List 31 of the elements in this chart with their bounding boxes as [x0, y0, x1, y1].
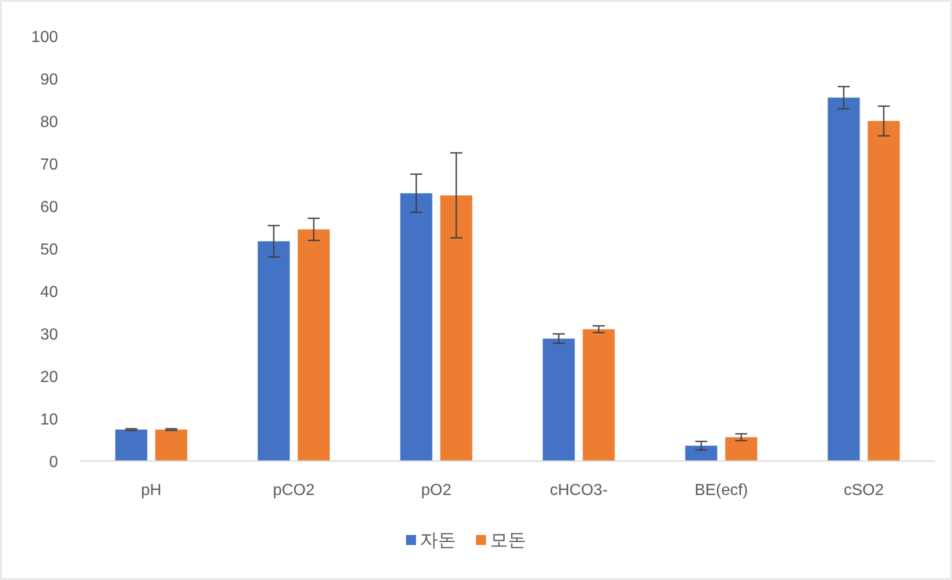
- bar: [828, 98, 860, 461]
- x-tick-label: cSO2: [844, 482, 884, 499]
- y-tick-label: 70: [40, 156, 58, 174]
- bar: [155, 430, 188, 461]
- bar: [582, 329, 615, 461]
- legend-label: 모돈: [490, 530, 526, 550]
- legend-label: 자돈: [420, 530, 456, 550]
- y-tick-label: 0: [49, 454, 58, 471]
- y-tick-label: 90: [40, 72, 58, 88]
- bar: [400, 193, 432, 461]
- y-tick-label: 50: [40, 242, 58, 258]
- y-tick-label: 60: [40, 199, 58, 216]
- bar: [868, 121, 900, 461]
- bar: [440, 195, 472, 461]
- y-tick-label: 10: [40, 412, 58, 428]
- bar: [725, 437, 758, 461]
- bar: [542, 338, 575, 461]
- bar: [115, 430, 148, 461]
- x-tick-label: pH: [141, 482, 162, 499]
- x-tick-label: cHCO3-: [550, 482, 608, 499]
- bar: [298, 229, 330, 461]
- x-tick-label: BE(ecf): [694, 482, 748, 499]
- x-tick-label: pCO2: [272, 482, 315, 499]
- y-tick-label: 30: [40, 326, 58, 344]
- y-tick-label: 20: [40, 369, 58, 386]
- bar: [685, 446, 718, 461]
- x-tick-label: pO2: [421, 482, 452, 499]
- y-tick-label: 40: [40, 284, 58, 301]
- y-tick-label: 100: [31, 29, 58, 46]
- bar: [258, 241, 290, 461]
- y-tick-label: 80: [40, 114, 58, 131]
